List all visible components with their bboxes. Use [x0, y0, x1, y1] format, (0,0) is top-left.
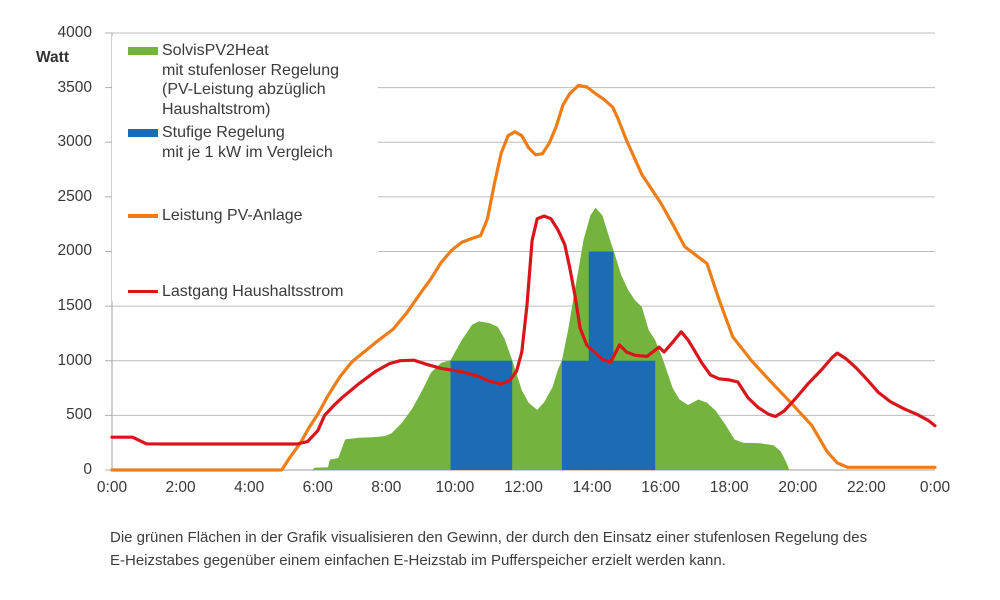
legend-label-line: Haushaltstrom)	[162, 100, 271, 118]
legend-swatch-area	[128, 47, 158, 55]
y-axis-label: 1000	[57, 351, 92, 369]
x-axis-label: 4:00	[234, 479, 265, 496]
pv2heat-area	[312, 207, 790, 471]
legend-label-line: Stufige Regelung	[162, 124, 285, 141]
x-axis-label: 16:00	[641, 479, 681, 496]
y-axis-label: 3500	[57, 78, 92, 96]
legend-label: SolvisPV2Heat mit stufenloser Regelung (PV…	[162, 41, 339, 119]
x-axis-label: 12:00	[504, 479, 543, 496]
legend-item: SolvisPV2Heat mit stufenloser Regelung (PV…	[112, 41, 378, 119]
legend-label: Lastgang Haushaltsstrom	[162, 282, 343, 302]
y-axis-label: 1500	[57, 297, 92, 315]
caption-line-2: E-Heizstabes gegenüber einem einfachen E…	[110, 552, 726, 569]
y-axis-label: 2500	[57, 187, 92, 205]
legend-label: Stufige Regelung mit je 1 kW im Vergleich	[162, 123, 333, 162]
legend-item: Lastgang Haushaltsstrom	[112, 282, 378, 302]
x-axis-label: 18:00	[709, 479, 749, 496]
x-axis-label: 0:00	[96, 479, 128, 496]
legend-item: Stufige Regelung mit je 1 kW im Vergleich	[112, 123, 378, 162]
x-axis-label: 14:00	[572, 479, 612, 496]
caption-line-1: Die grünen Flächen in der Grafik visuali…	[110, 529, 868, 546]
legend-swatch-area	[128, 129, 158, 137]
caption: Die grünen Flächen in der Grafik visuali…	[110, 526, 990, 572]
legend-label: Leistung PV-Anlage	[162, 206, 303, 226]
legend-label-line: SolvisPV2Heat	[162, 42, 269, 59]
legend-item: Leistung PV-Anlage	[112, 206, 378, 226]
legend-label-line: Lastgang Haushaltsstrom	[162, 282, 344, 300]
x-axis-label: 8:00	[371, 479, 402, 496]
x-axis-label: 10:00	[435, 479, 475, 496]
legend-label-line: (PV-Leistung abzüglich	[162, 81, 326, 98]
x-axis-label: 2:00	[165, 479, 196, 496]
legend-label-line: Leistung PV-Anlage	[162, 207, 303, 224]
y-axis-label: 4000	[57, 23, 92, 41]
x-axis-label: 0:00	[919, 479, 951, 496]
y-axis-label: 0	[83, 461, 92, 478]
legend-label-line: mit stufenloser Regelung	[162, 61, 339, 79]
y-axis-label: 3000	[57, 133, 92, 151]
pv-line	[110, 83, 937, 472]
legend-swatch-line	[128, 289, 158, 293]
x-axis-label: 20:00	[778, 479, 818, 496]
household-line	[110, 214, 937, 446]
y-axis-label: 500	[66, 406, 92, 424]
y-axis-title: Watt	[36, 49, 69, 66]
x-axis-label: 6:00	[302, 479, 333, 496]
y-axis-label: 2000	[57, 242, 92, 260]
legend-swatch-line	[128, 214, 158, 218]
legend-label-line: mit je 1 kW im Vergleich	[162, 143, 333, 161]
chart-legend: SolvisPV2Heat mit stufenloser Regelung (PV…	[112, 36, 378, 301]
x-axis-label: 22:00	[847, 479, 886, 496]
